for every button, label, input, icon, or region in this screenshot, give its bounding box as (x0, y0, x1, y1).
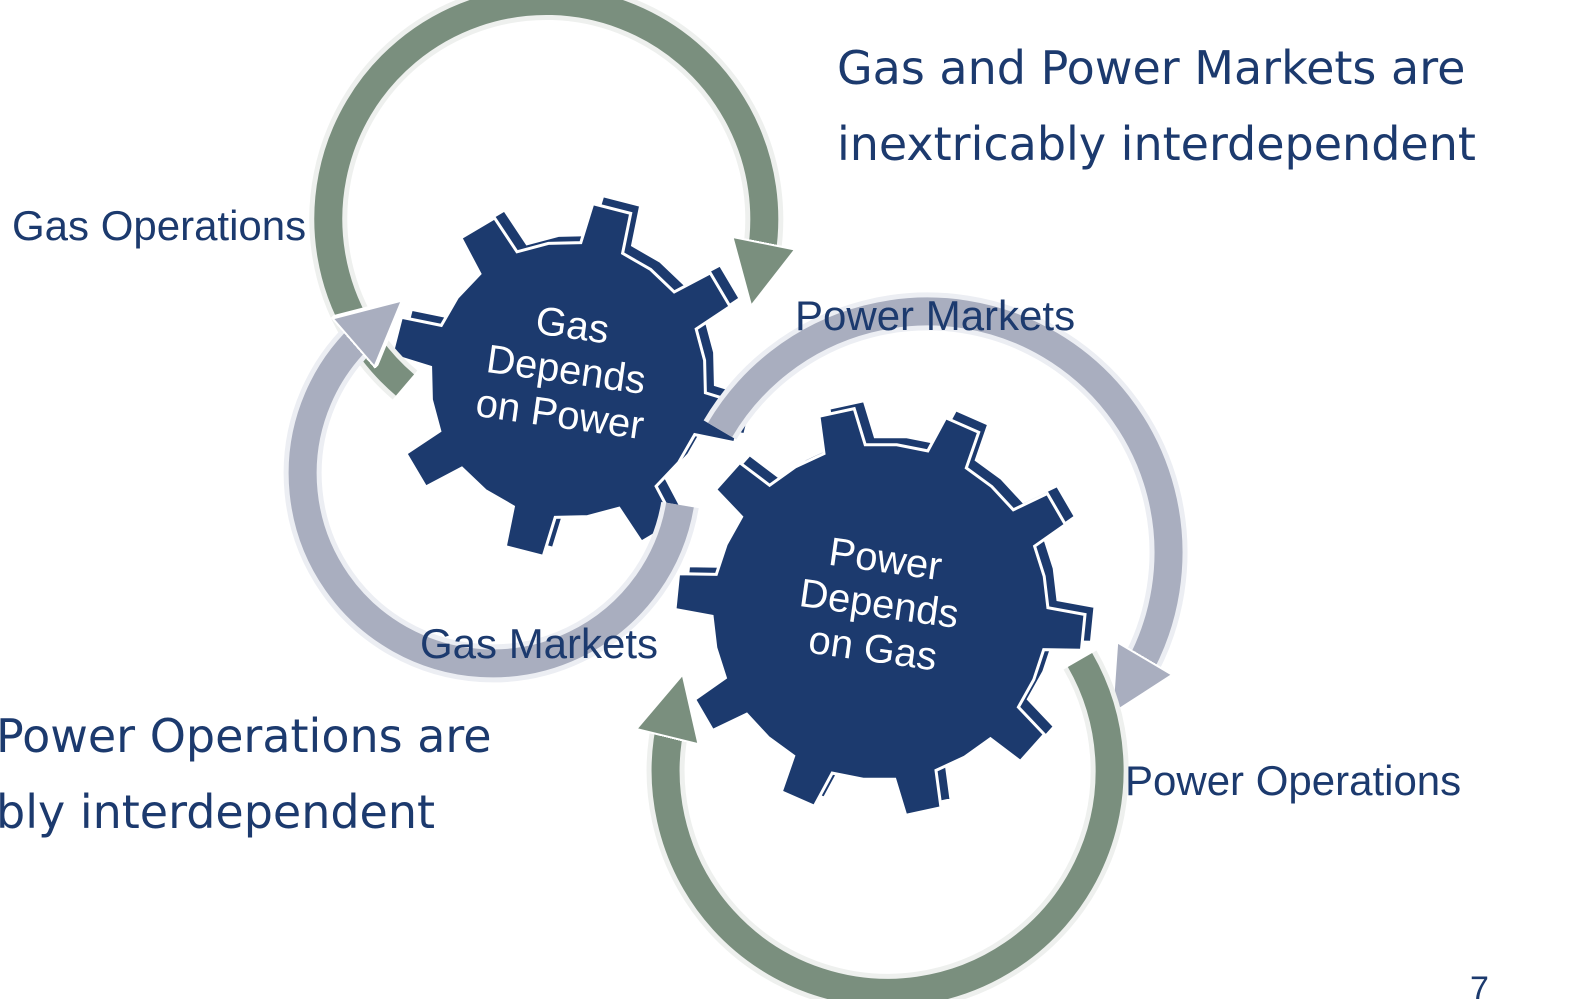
gear-line: Gas (533, 299, 612, 353)
page-number: 7 (1470, 970, 1489, 999)
label: Power Operations (1125, 757, 1461, 804)
gear-text: Power Depends on Gas (797, 530, 962, 680)
arrow-gas-markets (288, 330, 694, 678)
heading-line: inextricably interdependent (837, 117, 1476, 171)
arrow-gas-operations (314, 0, 764, 396)
arrow-power-operations (666, 653, 1124, 999)
label: Gas Markets (420, 620, 658, 667)
gears (389, 193, 1097, 818)
heading-line: Gas and Power Markets are (837, 41, 1465, 95)
label: Gas Operations (12, 202, 306, 249)
gear (673, 406, 1087, 818)
subheading-line: Power Operations are (0, 709, 492, 763)
arrow-power-markets (707, 297, 1183, 675)
label: Power Markets (795, 292, 1075, 339)
subheading-line: bly interdependent (0, 785, 435, 839)
